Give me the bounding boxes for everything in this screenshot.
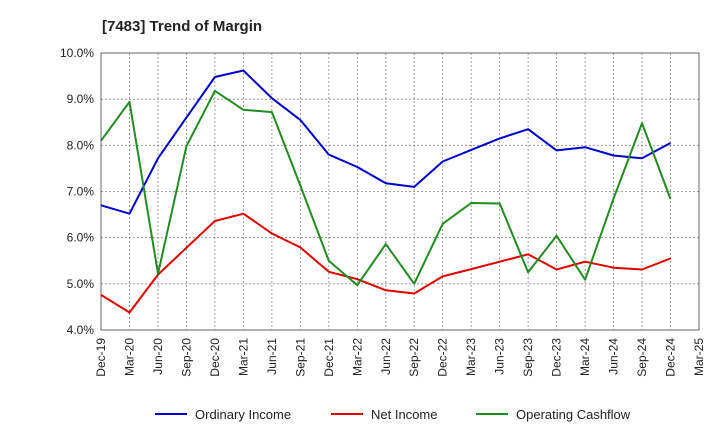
legend: Ordinary Income Net Income Operating Cashf… — [155, 407, 631, 422]
axes-layer: 4.0% 5.0% 6.0% 7.0% 8.0% 9.0% 10.0% Dec-19 Mar-2… — [60, 46, 706, 377]
x-tick-label: Dec-21 — [322, 338, 336, 377]
series-layer — [100, 69, 672, 314]
x-tick-label: Mar-21 — [236, 338, 250, 376]
y-tick-label: 10.0% — [60, 46, 94, 60]
y-tick-label: 9.0% — [67, 92, 95, 106]
x-tick-label: Sep-24 — [635, 338, 649, 377]
x-tick-label: Dec-23 — [550, 338, 564, 377]
x-tick-label: Mar-24 — [578, 338, 592, 376]
x-tick-label: Sep-21 — [293, 338, 307, 377]
legend-label: Operating Cashflow — [516, 407, 631, 422]
series-line — [100, 89, 672, 287]
grid-layer — [100, 52, 700, 331]
chart-title: [7483] Trend of Margin — [102, 18, 262, 35]
legend-label: Ordinary Income — [195, 407, 291, 422]
x-tick-label: Mar-22 — [350, 338, 364, 376]
x-tick-label: Dec-20 — [208, 338, 222, 377]
x-tick-label: Jun-20 — [151, 338, 165, 375]
x-tick-label: Mar-20 — [122, 338, 136, 376]
x-tick-label: Jun-23 — [493, 338, 507, 375]
legend-label: Net Income — [371, 407, 437, 422]
x-tick-label: Mar-23 — [464, 338, 478, 376]
x-tick-label: Dec-19 — [94, 338, 108, 377]
series-line — [100, 69, 671, 215]
y-tick-label: 6.0% — [67, 231, 95, 245]
x-tick-label: Sep-20 — [179, 338, 193, 377]
y-tick-label: 8.0% — [67, 138, 95, 152]
x-tick-label: Jun-22 — [379, 338, 393, 375]
x-tick-label: Dec-22 — [436, 338, 450, 377]
x-tick-label: Mar-25 — [692, 338, 706, 376]
x-tick-label: Jun-24 — [607, 338, 621, 375]
x-tick-label: Sep-22 — [407, 338, 421, 377]
y-tick-label: 5.0% — [67, 277, 95, 291]
y-tick-label: 7.0% — [67, 185, 95, 199]
y-tick-label: 4.0% — [67, 323, 95, 337]
plot-frame — [100, 52, 700, 331]
x-tick-label: Sep-23 — [521, 338, 535, 377]
x-tick-label: Dec-24 — [664, 338, 678, 377]
x-tick-label: Jun-21 — [265, 338, 279, 375]
